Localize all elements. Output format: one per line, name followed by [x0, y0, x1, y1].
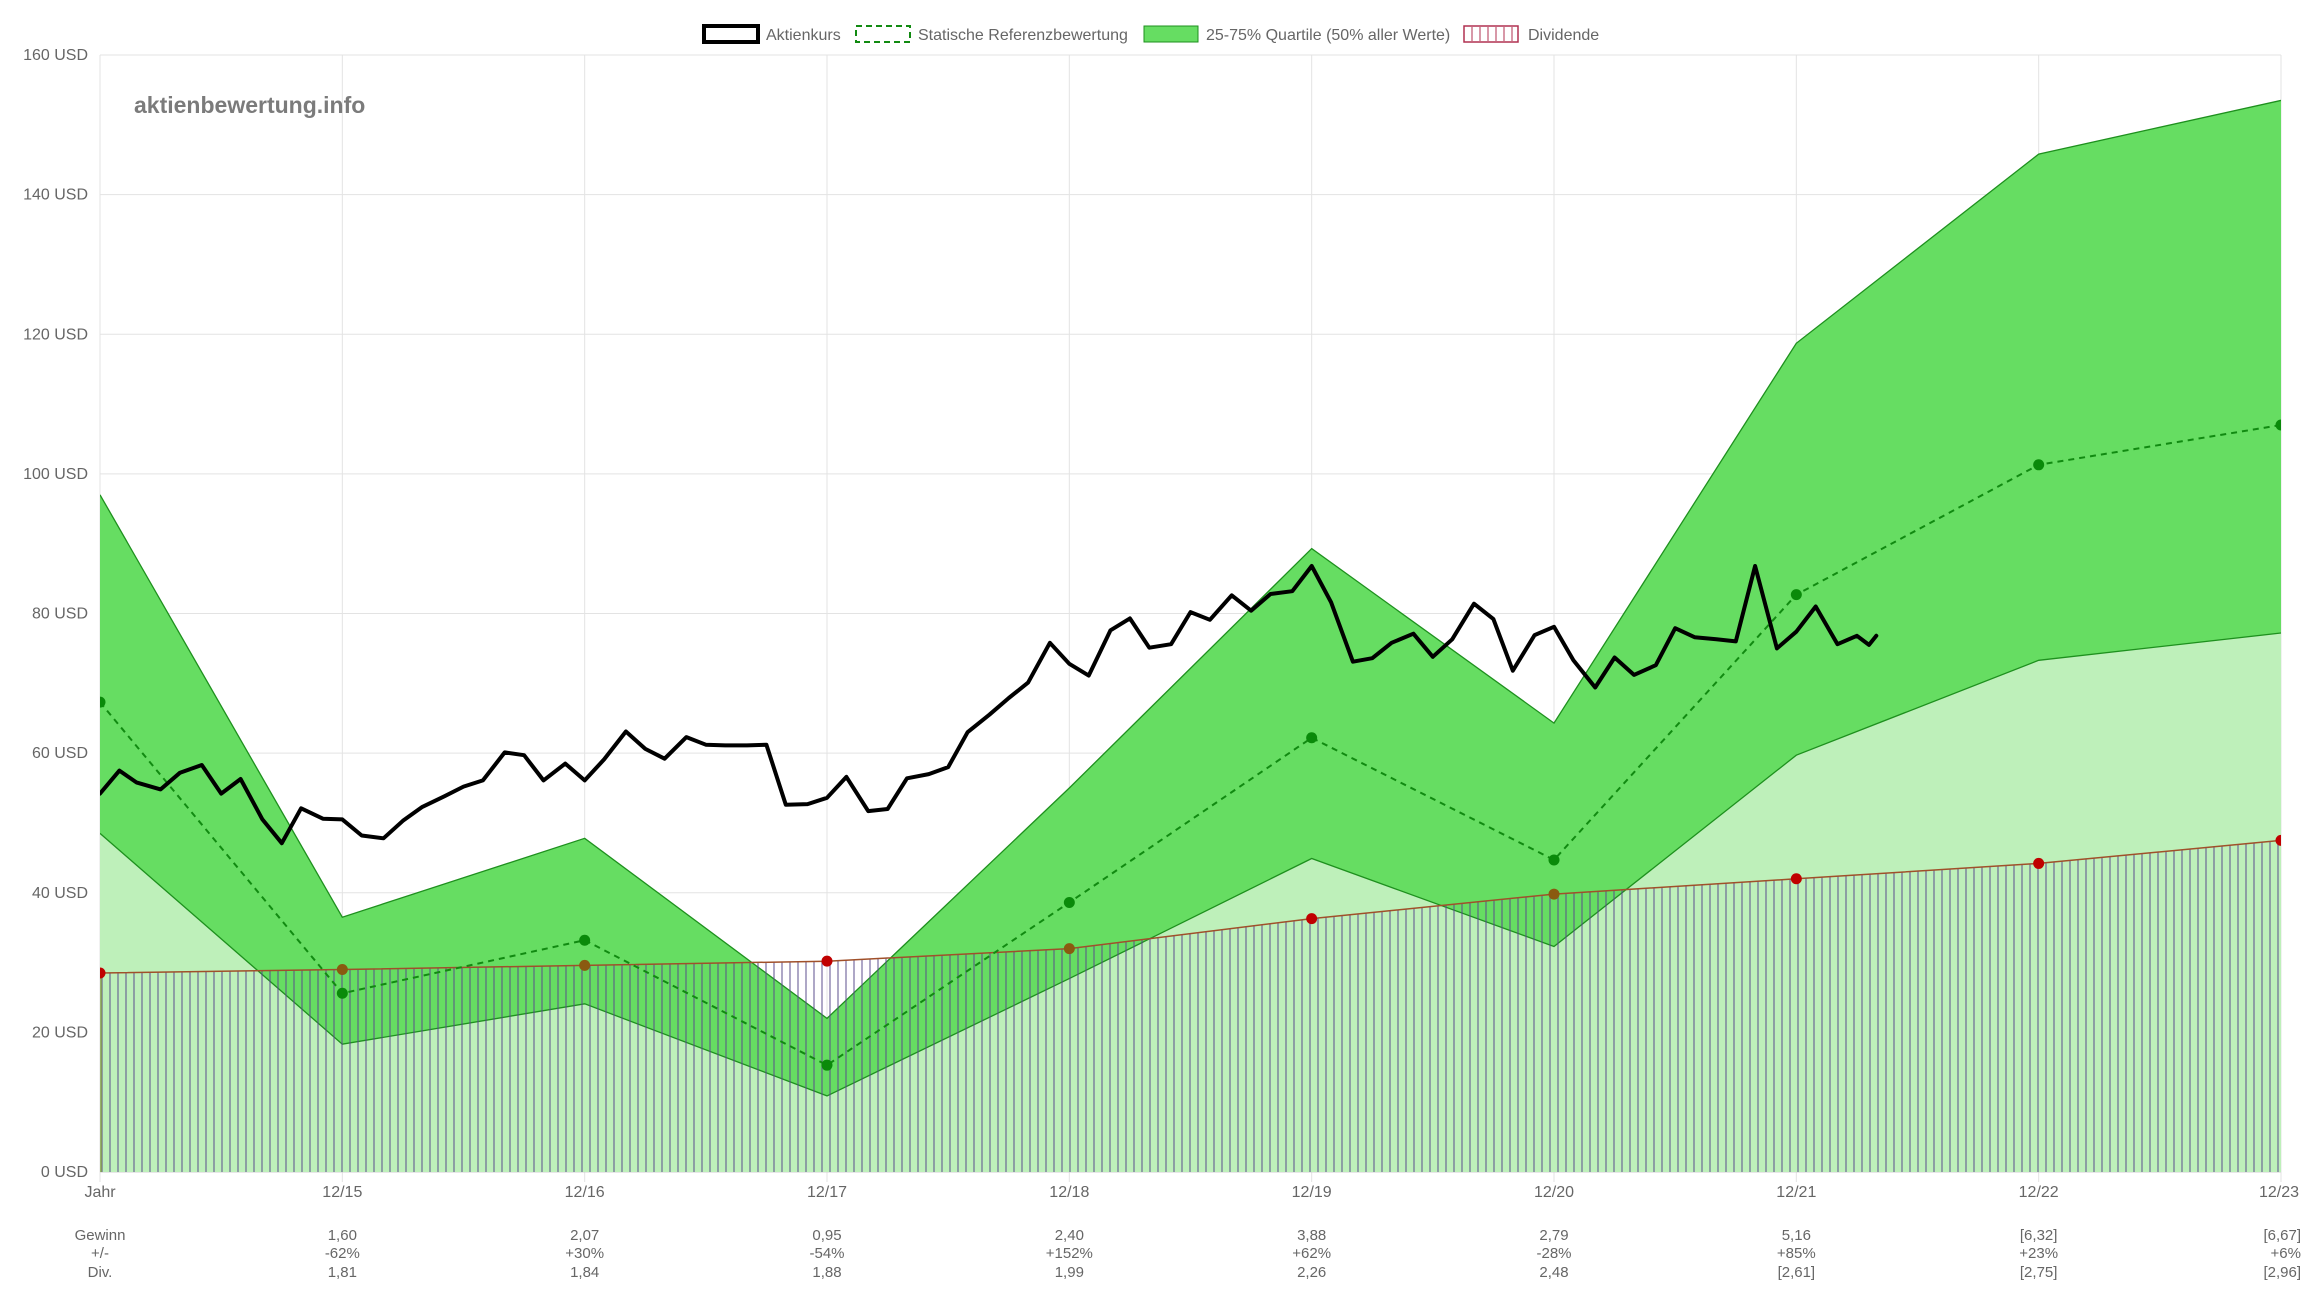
legend-swatch-quartile: [1143, 25, 1199, 43]
y-tick-label: 160 USD: [23, 47, 88, 64]
footer-cell-change: +30%: [565, 1245, 604, 1262]
footer-cell-div: [2,75]: [2020, 1264, 2058, 1281]
y-tick-label: 20 USD: [32, 1024, 88, 1041]
dividend-point[interactable]: [2275, 834, 2287, 846]
x-tick-label: 12/17: [807, 1184, 847, 1201]
footer-cell-change: +62%: [1292, 1245, 1331, 1262]
legend-swatch-reference: [855, 25, 911, 43]
reference-point[interactable]: [95, 696, 106, 708]
footer-cell-div: [2,96]: [2263, 1264, 2301, 1281]
dividend-point[interactable]: [1063, 943, 1075, 955]
footer-cell-div: 1,81: [328, 1264, 357, 1281]
footer-cell-change: +152%: [1046, 1245, 1093, 1262]
footer-cell-gewinn: [6,32]: [2020, 1227, 2058, 1244]
footer-cell-gewinn: 1,60: [328, 1227, 357, 1244]
dividend-point[interactable]: [1790, 873, 1802, 885]
y-tick-label: 0 USD: [41, 1164, 88, 1181]
reference-point[interactable]: [1063, 897, 1075, 909]
legend-item-dividend[interactable]: Dividende: [1463, 25, 1599, 44]
legend-label-quartile: 25-75% Quartile (50% aller Werte): [1206, 27, 1450, 44]
legend-item-price[interactable]: Aktienkurs: [702, 24, 841, 44]
y-tick-label: 120 USD: [23, 326, 88, 343]
x-tick-label: 12/15: [322, 1184, 362, 1201]
dividend-hatch: [100, 840, 2279, 1172]
dividend-points: [95, 834, 2287, 979]
footer-cell-div: 2,48: [1539, 1264, 1568, 1281]
legend-swatch-price: [702, 24, 760, 44]
legend-label-reference: Statische Referenzbewertung: [918, 27, 1128, 44]
x-tick-label: Jahr: [84, 1184, 116, 1201]
x-tick-label: 12/18: [1049, 1184, 1089, 1201]
chart-legend: Aktienkurs Statische Referenzbewertung 2…: [702, 24, 1599, 44]
reference-point[interactable]: [336, 987, 348, 999]
watermark-logo: aktienbewertung.info: [134, 92, 365, 118]
y-tick-label: 100 USD: [23, 466, 88, 483]
y-tick-label: 80 USD: [32, 606, 88, 623]
reference-point[interactable]: [1306, 732, 1318, 744]
share-price-line: [100, 564, 1879, 846]
footer-cell-change: +23%: [2019, 1245, 2058, 1262]
quartile-75-line: [100, 99, 2281, 1020]
dividend-point[interactable]: [336, 964, 348, 976]
footer-cell-change: -62%: [325, 1245, 360, 1262]
legend-swatch-dividend-hatch: [1471, 27, 1513, 41]
x-tick-label: 12/23: [2259, 1184, 2299, 1201]
footer-table: Gewinn+/- Div. 1,60-62% 1,81 2,07+30% 1,84 0,9…: [75, 1227, 2301, 1281]
footer-cell-div: 1,88: [812, 1264, 841, 1281]
footer-cell-div: 2,26: [1297, 1264, 1326, 1281]
legend-label-price: Aktienkurs: [766, 27, 841, 44]
reference-point[interactable]: [579, 934, 591, 946]
quartile-25-line: [100, 632, 2281, 1097]
footer-cell-div: 1,84: [570, 1264, 599, 1281]
legend-label-dividend: Dividende: [1528, 27, 1599, 44]
x-tick-label: 12/19: [1292, 1184, 1332, 1201]
footer-row-label: +/-: [91, 1245, 109, 1262]
legend-item-quartile[interactable]: 25-75% Quartile (50% aller Werte): [1143, 25, 1450, 44]
x-tick-label: 12/20: [1534, 1184, 1574, 1201]
y-tick-label: 60 USD: [32, 745, 88, 762]
dividend-point[interactable]: [821, 955, 833, 967]
dividend-point[interactable]: [1306, 913, 1318, 925]
x-tick-label: 12/16: [565, 1184, 605, 1201]
dividend-point[interactable]: [1548, 888, 1560, 900]
x-tick-label: 12/22: [2019, 1184, 2059, 1201]
footer-cell-gewinn: 2,79: [1539, 1227, 1568, 1244]
footer-cell-gewinn: 2,07: [570, 1227, 599, 1244]
reference-point[interactable]: [2033, 459, 2045, 471]
dividend-point[interactable]: [2033, 857, 2045, 869]
footer-cell-div: [2,61]: [1778, 1264, 1816, 1281]
reference-point[interactable]: [1548, 854, 1560, 866]
dividend-point[interactable]: [95, 967, 106, 979]
footer-cell-change: +6%: [2271, 1245, 2301, 1262]
reference-point[interactable]: [821, 1059, 833, 1071]
y-axis-labels: 0 USD 20 USD 40 USD 60 USD 80 USD 100 USD 120 …: [23, 47, 88, 1181]
footer-row-label: Div.: [88, 1264, 113, 1281]
dividend-point[interactable]: [579, 959, 591, 971]
footer-cell-div: 1,99: [1055, 1264, 1084, 1281]
footer-row-label: Gewinn: [75, 1227, 126, 1244]
x-tick-label: 12/21: [1776, 1184, 1816, 1201]
footer-cell-gewinn: 0,95: [812, 1227, 841, 1244]
quartile-lower-band: [100, 633, 2281, 1172]
footer-cell-change: -28%: [1536, 1245, 1571, 1262]
dividend-line: [100, 839, 2281, 974]
footer-cell-change: +85%: [1777, 1245, 1816, 1262]
x-axis-labels: Jahr 12/15 12/16 12/17 12/18 12/19 12/20 12/21 1…: [84, 1184, 2299, 1201]
footer-cell-change: -54%: [809, 1245, 844, 1262]
footer-cell-gewinn: 3,88: [1297, 1227, 1326, 1244]
reference-valuation-points: [95, 419, 2287, 1071]
footer-cell-gewinn: 2,40: [1055, 1227, 1084, 1244]
footer-cell-gewinn: 5,16: [1782, 1227, 1811, 1244]
y-tick-label: 40 USD: [32, 885, 88, 902]
legend-item-reference[interactable]: Statische Referenzbewertung: [855, 25, 1128, 44]
footer-cell-gewinn: [6,67]: [2263, 1227, 2301, 1244]
reference-point[interactable]: [2275, 419, 2287, 431]
y-tick-label: 140 USD: [23, 187, 88, 204]
reference-point[interactable]: [1790, 589, 1802, 601]
